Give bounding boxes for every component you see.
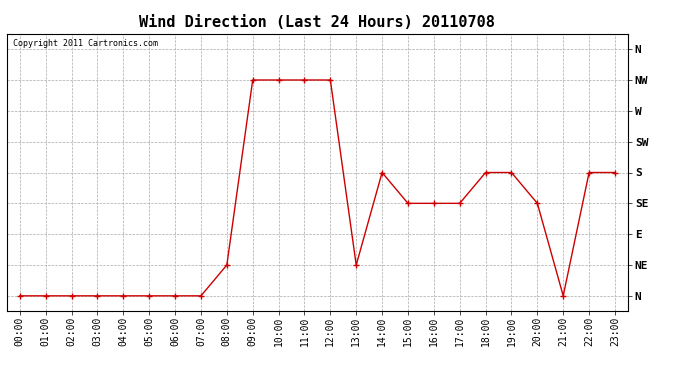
Text: Copyright 2011 Cartronics.com: Copyright 2011 Cartronics.com bbox=[13, 39, 158, 48]
Text: Wind Direction (Last 24 Hours) 20110708: Wind Direction (Last 24 Hours) 20110708 bbox=[139, 15, 495, 30]
